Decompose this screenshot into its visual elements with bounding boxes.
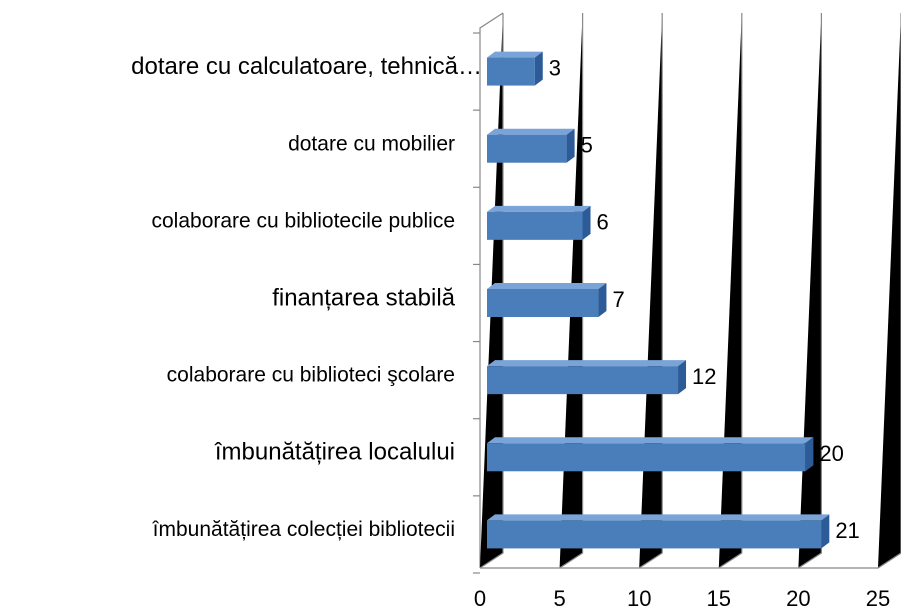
y-tick-label: îmbunătățirea localului: [214, 439, 455, 466]
value-label: 7: [612, 287, 624, 312]
bar: [487, 360, 687, 395]
grid-line: [638, 13, 663, 569]
y-tick-label: dotare cu mobilier: [288, 132, 455, 155]
bar-end: [805, 437, 814, 472]
bar-top: [487, 283, 607, 289]
value-label: 21: [835, 518, 859, 543]
value-label: 20: [819, 441, 843, 466]
bar: [487, 283, 607, 317]
bar-top: [487, 51, 543, 58]
bar-front: [487, 520, 822, 549]
left-wall: [479, 12, 504, 568]
value-label: 6: [597, 210, 609, 235]
floor: [480, 552, 901, 569]
bar: [487, 205, 591, 240]
bar: [487, 437, 814, 472]
bar-end: [534, 51, 543, 86]
x-tick-label: 15: [707, 586, 731, 611]
bar-end: [566, 128, 575, 163]
bar: [487, 514, 830, 549]
bar-front: [487, 443, 806, 472]
bar-top: [487, 514, 830, 521]
grid-line: [718, 13, 743, 569]
value-label: 5: [581, 133, 593, 158]
x-tick-label: 5: [553, 586, 565, 611]
bar: [487, 51, 543, 86]
bar-front: [487, 366, 679, 395]
x-tick-label: 10: [627, 586, 651, 611]
bar-end: [821, 514, 830, 549]
value-label: 12: [692, 364, 716, 389]
x-tick-label: 0: [474, 586, 486, 611]
bar-front: [487, 211, 583, 240]
bar-top: [487, 437, 814, 444]
y-tick-label: dotare cu calculatoare, tehnică…: [131, 53, 482, 80]
bar-top: [487, 360, 687, 367]
bar-top: [487, 205, 591, 212]
y-tick-label: finanțarea stabilă: [272, 284, 455, 311]
x-tick-label: 25: [866, 586, 890, 611]
bar-front: [487, 57, 535, 86]
y-tick-label: colaborare cu bibliotecile publice: [151, 209, 455, 232]
value-label: 3: [549, 55, 561, 80]
grid-line: [877, 13, 901, 569]
bar-end: [582, 205, 591, 240]
bar-end: [678, 360, 687, 395]
y-tick-label: îmbunătățirea colecției bibliotecii: [152, 518, 455, 541]
bar-front: [487, 289, 599, 317]
bar: [487, 128, 575, 163]
x-tick-label: 20: [786, 586, 810, 611]
grid-line: [798, 13, 822, 569]
bar-front: [487, 134, 567, 163]
bar-top: [487, 128, 575, 135]
y-tick-label: colaborare cu biblioteci şcolare: [167, 364, 455, 387]
bar-end: [598, 283, 607, 317]
